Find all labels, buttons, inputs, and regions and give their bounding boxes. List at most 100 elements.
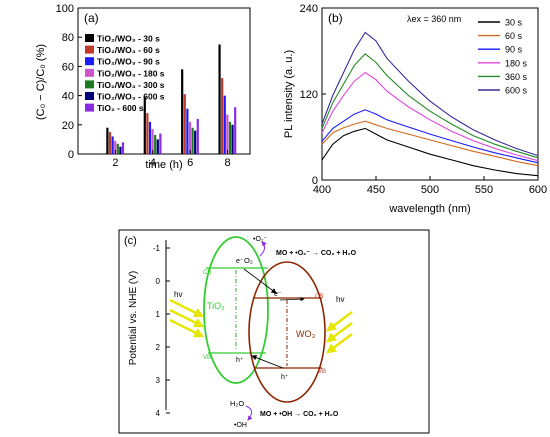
a-legend-swatch bbox=[85, 92, 94, 100]
c-tick-label: 4 bbox=[156, 409, 161, 418]
a-legend-swatch bbox=[85, 80, 94, 89]
light-label-left: hv bbox=[174, 290, 182, 299]
bar-3-8 bbox=[226, 114, 229, 154]
bar-3-4 bbox=[151, 129, 154, 154]
bar-5-6 bbox=[194, 130, 197, 154]
panel-c-label: (c) bbox=[124, 235, 137, 247]
a-x-tick-label: 4 bbox=[150, 157, 156, 169]
b-legend-label: 90 s bbox=[505, 45, 523, 55]
bar-1-4 bbox=[146, 113, 149, 154]
a-legend-label: TiO₂/WO₃ - 300 s bbox=[97, 80, 165, 90]
a-y-tick-label: 60 bbox=[62, 61, 74, 73]
bar-5-2 bbox=[119, 146, 122, 154]
panel-a-y-ticks: 0 20 40 60 80 100 bbox=[56, 3, 82, 161]
a-legend-swatch bbox=[85, 103, 94, 112]
a-y-tick-label: 100 bbox=[56, 3, 74, 15]
wo3-hole: h⁺ bbox=[281, 374, 289, 381]
hydroxyl-label: •OH bbox=[234, 422, 247, 429]
bar-4-6 bbox=[191, 127, 194, 154]
a-legend-swatch bbox=[85, 68, 94, 77]
tio2-hole: h⁺ bbox=[236, 357, 244, 364]
bar-1-6 bbox=[183, 94, 186, 154]
bar-5-4 bbox=[156, 139, 159, 154]
wo3-cb-label: CB bbox=[315, 294, 323, 300]
panel-b-line-chart: (b) λex = 360 nm 0 120 240 400 450 500 550 600… bbox=[283, 3, 547, 215]
a-y-tick-label: 20 bbox=[62, 120, 74, 132]
b-line-4 bbox=[321, 53, 539, 159]
panel-b-x-ticks: 400 450 500 550 600 bbox=[313, 176, 547, 196]
bar-4-2 bbox=[116, 143, 119, 154]
reaction-top: MO + •O₂⁻ → CO₂ + H₂O bbox=[276, 250, 357, 257]
panel-b-excitation-annotation: λex = 360 nm bbox=[407, 14, 461, 24]
b-x-tick-label: 550 bbox=[475, 184, 493, 196]
panel-a-frame bbox=[77, 7, 251, 155]
tio2-label: TiO₂ bbox=[207, 301, 225, 311]
panel-b-y-ticks: 0 120 240 bbox=[300, 3, 326, 187]
bar-1-2 bbox=[108, 132, 112, 154]
superoxide-label: •O₂⁻ bbox=[253, 236, 268, 243]
panel-b-y-axis-label: PL intensity (a. u.) bbox=[283, 50, 295, 138]
a-y-tick-label: 0 bbox=[68, 149, 74, 161]
a-x-tick-label: 2 bbox=[112, 157, 118, 169]
wo3-vb-label: VB bbox=[318, 369, 326, 375]
bar-6-8 bbox=[234, 107, 237, 154]
wo3-electron: e⁻ bbox=[274, 291, 282, 298]
b-legend-label: 360 s bbox=[505, 72, 528, 82]
tio2-cb-label: CB bbox=[203, 270, 211, 276]
panel-a-y-axis-label: (C₀ − C)/C₀ (%) bbox=[35, 44, 47, 120]
panel-b-legend: 30 s 60 s 90 s 180 s 360 s 600 s bbox=[478, 18, 528, 96]
bar-3-2 bbox=[114, 140, 117, 154]
a-y-tick-label: 80 bbox=[62, 32, 74, 44]
b-x-tick-label: 450 bbox=[367, 184, 385, 196]
b-line-2 bbox=[321, 109, 539, 164]
hole-transfer-arrow bbox=[251, 355, 284, 369]
tio2-electron: e⁻ bbox=[236, 258, 244, 265]
bar-6-4 bbox=[159, 133, 162, 154]
bar-2-8 bbox=[223, 95, 226, 154]
panel-b-x-axis-label: wavelength (nm) bbox=[388, 203, 470, 215]
c-tick-label: 0 bbox=[156, 277, 161, 286]
panel-c-frame bbox=[118, 229, 430, 434]
b-x-tick-label: 500 bbox=[421, 184, 439, 196]
b-y-tick-label: 0 bbox=[312, 175, 318, 187]
bar-0-6 bbox=[181, 69, 184, 154]
bar-0-8 bbox=[218, 44, 221, 154]
o2-reduction-arrow bbox=[259, 241, 267, 257]
a-x-tick-label: 6 bbox=[187, 157, 193, 169]
b-legend-label: 600 s bbox=[505, 86, 528, 96]
b-line-1 bbox=[321, 120, 539, 167]
reaction-bottom: MO + •OH → CO₂ + H₂O bbox=[260, 411, 339, 418]
b-line-0 bbox=[321, 127, 539, 177]
a-legend-label: TiO₂/WO₃ - 30 s bbox=[97, 34, 160, 44]
b-y-tick-label: 240 bbox=[300, 3, 318, 15]
panel-a-bars bbox=[106, 44, 237, 154]
b-line-5 bbox=[321, 31, 539, 157]
light-label-right: hv bbox=[336, 295, 344, 304]
a-legend-label: TiO₂/WO₃ - 180 s bbox=[97, 68, 165, 78]
b-line-3 bbox=[321, 71, 539, 162]
bar-1-8 bbox=[221, 78, 224, 154]
c-tick-label: 1 bbox=[156, 310, 161, 319]
c-tick-label: 3 bbox=[156, 376, 161, 385]
a-legend-label: TiO₂/WO₃ - 600 s bbox=[97, 92, 165, 102]
a-legend-swatch bbox=[85, 57, 94, 66]
potential-axis-label: Potential vs. NHE (V) bbox=[128, 271, 139, 365]
c-tick-label: 2 bbox=[156, 343, 161, 352]
b-y-tick-label: 120 bbox=[300, 89, 318, 101]
wo3-label: WO₃ bbox=[296, 329, 315, 339]
bar-2-2 bbox=[111, 136, 114, 154]
electron-transfer-arrow bbox=[243, 268, 277, 294]
bar-4-4 bbox=[154, 135, 157, 154]
tio2-vb-label: VB bbox=[203, 355, 211, 361]
bar-3-6 bbox=[188, 121, 192, 154]
h2o-label: H₂O bbox=[230, 399, 244, 408]
panel-a-x-ticks: 2 4 6 8 bbox=[112, 150, 231, 169]
h2o-oxidation-arrow bbox=[245, 405, 253, 421]
potential-ticks: -1 0 1 2 3 4 bbox=[153, 244, 170, 418]
b-x-tick-label: 600 bbox=[529, 184, 547, 196]
a-legend-label: TiO₂/WO₃ - 90 s bbox=[97, 57, 160, 67]
